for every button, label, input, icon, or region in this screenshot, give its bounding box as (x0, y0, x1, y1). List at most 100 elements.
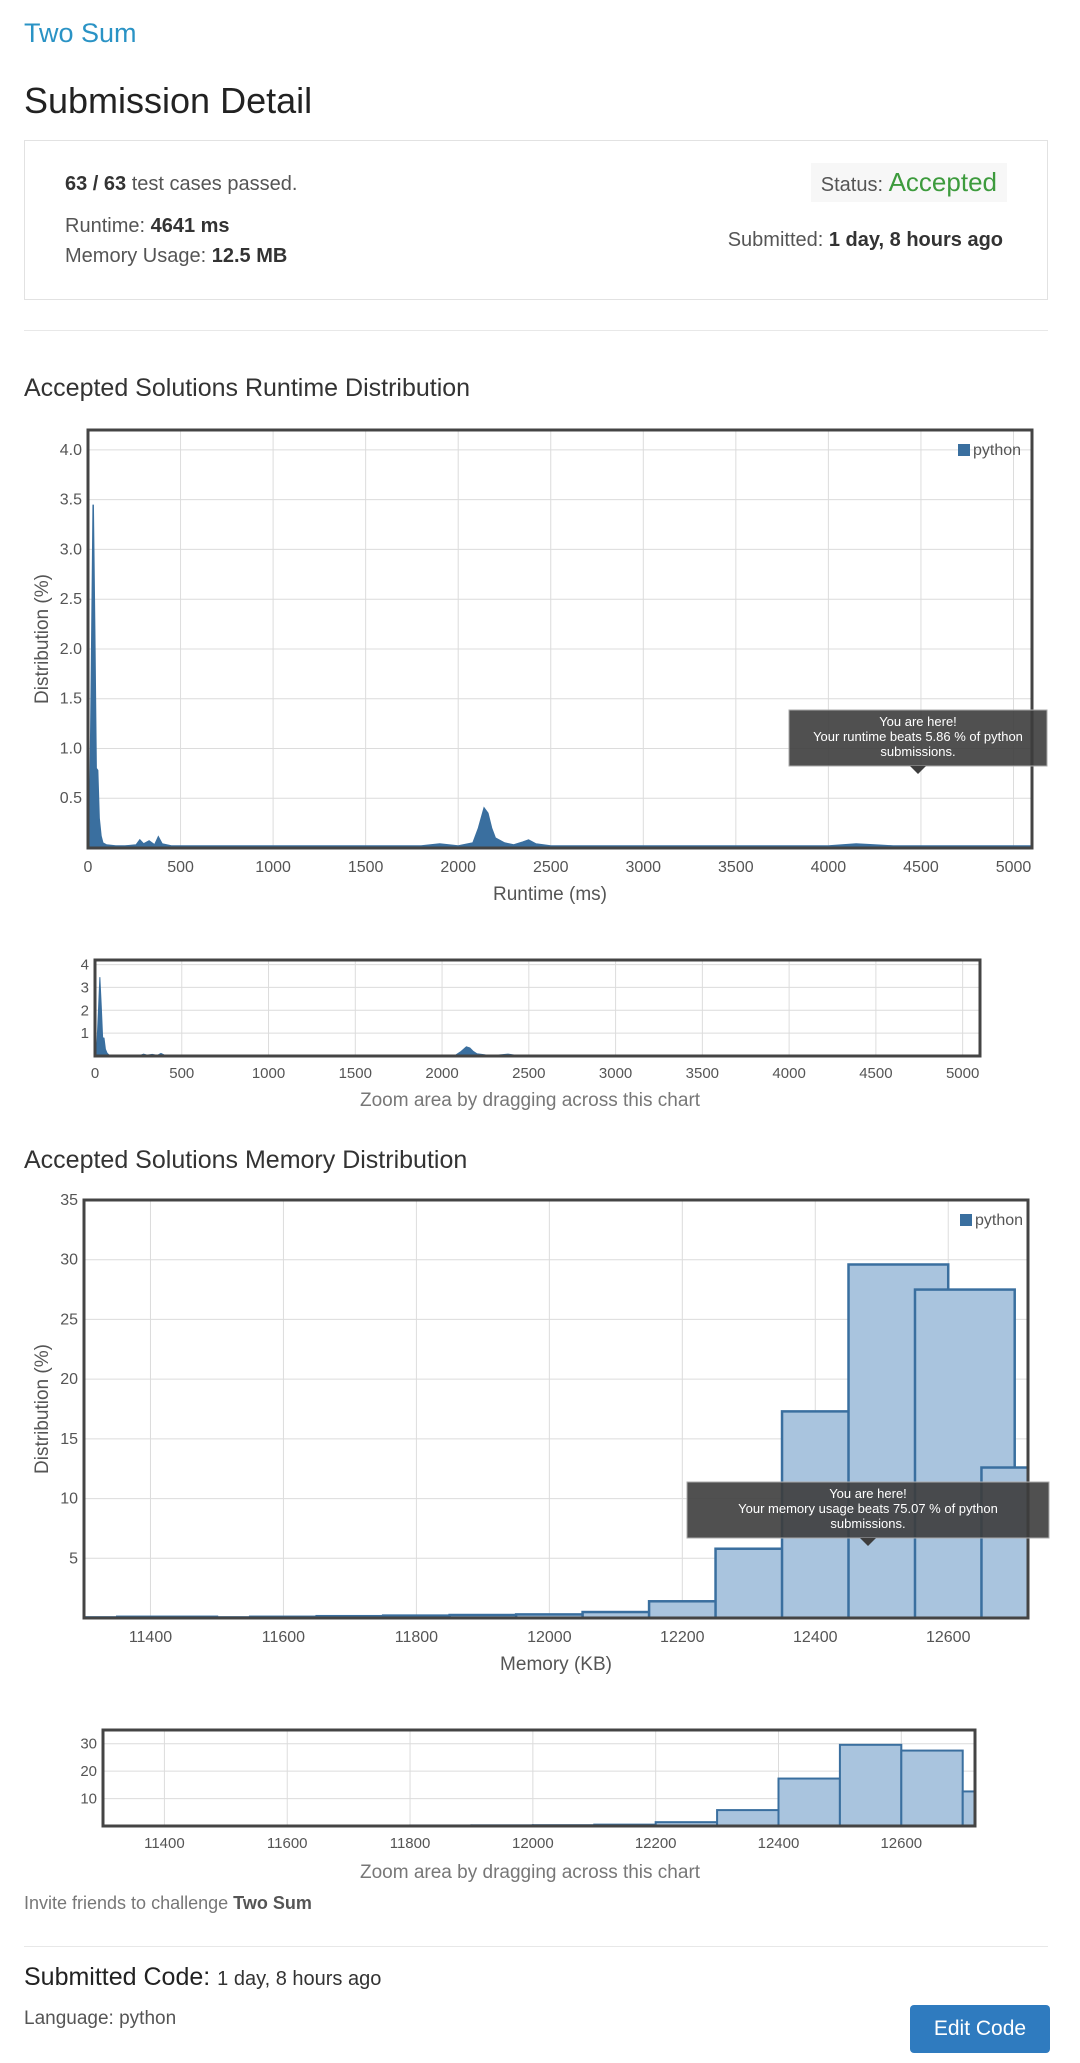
navigator-border (93, 958, 982, 1058)
y-tick-label: 2.5 (60, 591, 82, 608)
y-axis-label: Distribution (%) (32, 574, 53, 704)
legend-swatch (960, 1214, 972, 1226)
memory-distribution-title: Accepted Solutions Memory Distribution (24, 1146, 468, 1174)
navigator-bar (900, 1749, 964, 1828)
x-tick-label: 12000 (512, 1835, 554, 1852)
x-tick-label: 1500 (348, 859, 384, 876)
y-tick-label: 4.0 (60, 442, 82, 459)
runtime-distribution-title: Accepted Solutions Runtime Distribution (24, 374, 471, 402)
submitted-code-title: Submitted Code: (24, 1963, 211, 1991)
submission-summary-card: 63 / 63 test cases passed. Runtime: 4641… (24, 140, 1048, 300)
invite-prefix: Invite friends to challenge (24, 1893, 229, 1913)
status-value: Accepted (888, 167, 997, 197)
x-tick-label: 3000 (625, 859, 661, 876)
y-tick-label: 20 (60, 1371, 78, 1388)
tooltip-line: You are here! (879, 714, 957, 729)
x-tick-label: 11600 (262, 1629, 305, 1646)
test-cases-summary: 63 / 63 test cases passed. (65, 173, 297, 196)
x-tick-label: 5000 (946, 1065, 979, 1082)
memory-value: 12.5 MB (211, 245, 288, 267)
navigator-bar (716, 1809, 780, 1828)
tooltip-line: You are here! (829, 1486, 907, 1501)
x-tick-label: 2000 (440, 859, 476, 876)
y-tick-label: 30 (60, 1252, 78, 1269)
tooltip-line: Your runtime beats 5.86 % of python (813, 729, 1023, 744)
invite-friends-text: Invite friends to challenge Two Sum (24, 1893, 312, 1914)
runtime-zoom-navigator[interactable]: 1 2 3 4 0 500 1000 1500 2000 2500 3000 3500 4000 4500… (0, 950, 1080, 1120)
y-tick-label: 1 (81, 1025, 89, 1042)
x-tick-label: 12400 (793, 1629, 838, 1646)
status-label: Status: (820, 174, 884, 196)
x-tick-label: 12600 (880, 1835, 922, 1852)
plot-border (86, 428, 1034, 850)
x-tick-label: 11800 (395, 1629, 438, 1646)
status-badge: Status: Accepted (810, 163, 1007, 202)
legend-label: python (975, 1212, 1023, 1229)
x-tick-label: 11400 (144, 1835, 185, 1852)
x-tick-label: 11800 (390, 1835, 431, 1852)
y-tick-label: 2.0 (60, 641, 82, 658)
legend-swatch (958, 444, 970, 456)
runtime-distribution-chart[interactable]: 0.5 1.0 1.5 2.0 2.5 3.0 3.5 4.0 0 500 1000 1500 2000… (0, 420, 1080, 920)
x-tick-label: 1500 (339, 1065, 372, 1082)
y-tick-label: 3.5 (60, 492, 82, 509)
x-tick-label: 3500 (718, 859, 754, 876)
submitted-time: Submitted: 1 day, 8 hours ago (728, 229, 1003, 252)
y-tick-label: 4 (81, 957, 89, 974)
divider (24, 330, 1048, 331)
memory-distribution-chart[interactable]: 5 10 15 20 25 30 35 11400 11600 11800 12000 12200 12… (0, 1190, 1080, 1690)
edit-code-button[interactable]: Edit Code (910, 2005, 1050, 2053)
submitted-label: Submitted: (727, 229, 824, 251)
y-tick-label: 30 (80, 1736, 97, 1753)
plot-border (82, 1198, 1030, 1620)
legend-label: python (973, 442, 1021, 459)
tooltip-pointer (910, 766, 926, 774)
memory-label: Memory Usage: (65, 245, 207, 267)
runtime-series-area (87, 504, 1033, 849)
x-tick-label: 500 (169, 1065, 194, 1082)
y-tick-label: 10 (80, 1791, 97, 1808)
x-tick-label: 12400 (758, 1835, 800, 1852)
navigator-bar (961, 1790, 977, 1828)
divider (24, 1946, 1048, 1947)
tooltip-line: submissions. (880, 744, 955, 759)
x-tick-label: 0 (84, 859, 93, 876)
x-tick-label: 12200 (660, 1629, 705, 1646)
tooltip-box (788, 709, 1048, 767)
x-tick-label: 12200 (635, 1835, 677, 1852)
navigator-bar (838, 1743, 903, 1827)
tooltip-pointer (860, 1538, 876, 1546)
y-tick-label: 35 (60, 1192, 78, 1209)
y-tick-label: 15 (60, 1431, 78, 1448)
y-tick-label: 0.5 (60, 790, 82, 807)
x-tick-label: 4500 (903, 859, 939, 876)
x-tick-label: 1000 (252, 1065, 285, 1082)
tooltip-line: Your memory usage beats 75.07 % of pytho… (738, 1501, 998, 1516)
y-tick-label: 20 (80, 1763, 97, 1780)
cases-passed-text: test cases passed. (131, 173, 298, 195)
x-tick-label: 0 (91, 1065, 99, 1082)
x-tick-label: 500 (167, 859, 194, 876)
y-axis-label: Distribution (%) (32, 1344, 53, 1474)
y-tick-label: 1.5 (60, 691, 82, 708)
problem-title-link[interactable]: Two Sum (24, 18, 137, 48)
submitted-code-time: 1 day, 8 hours ago (217, 1968, 382, 1990)
x-tick-label: 3500 (686, 1065, 719, 1082)
y-tick-label: 1.0 (60, 740, 82, 757)
submitted-value: 1 day, 8 hours ago (828, 229, 1003, 251)
memory-zoom-navigator[interactable]: 10 20 30 11400 11600 11800 12000 12200 12400 1260… (0, 1720, 1080, 1880)
x-tick-label: 2500 (533, 859, 569, 876)
x-tick-label: 2500 (512, 1065, 545, 1082)
x-tick-label: 2000 (425, 1065, 458, 1082)
y-tick-label: 2 (81, 1002, 89, 1019)
plot-background (88, 430, 1032, 848)
x-tick-label: 12600 (926, 1629, 971, 1646)
y-tick-label: 5 (69, 1550, 78, 1567)
y-tick-label: 25 (60, 1311, 78, 1328)
x-tick-label: 4500 (859, 1065, 892, 1082)
tooltip-line: submissions. (830, 1516, 905, 1531)
runtime-value: 4641 ms (150, 215, 230, 237)
navigator-bar (777, 1777, 841, 1827)
submitted-code-heading: Submitted Code: 1 day, 8 hours ago (24, 1963, 381, 1992)
x-tick-label: 12000 (527, 1629, 572, 1646)
